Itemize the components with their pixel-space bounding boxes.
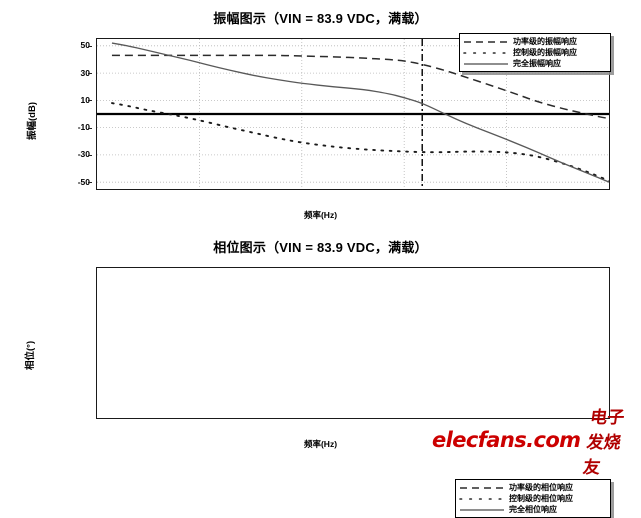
phase-legend: 功率级的相位响应 控制级的相位响应 完全相位响应 [455, 479, 611, 518]
series-line-dotted [111, 102, 609, 182]
legend-label: 控制级的振幅响应 [513, 47, 577, 57]
legend-item: 完全相位响应 [459, 504, 605, 515]
y-tick-label: 10 [80, 94, 90, 105]
phase-chart-title: 相位图示（VIN = 83.9 VDC，满载） [213, 240, 428, 255]
watermark-chinese: 电子发烧友 [582, 407, 627, 478]
amplitude-chart: 振幅图示（VIN = 83.9 VDC，满载） 振幅(dB) 50 30 10 -10… [0, 0, 641, 229]
solid-line-icon [459, 505, 505, 515]
y-tick-mark [88, 154, 92, 156]
plot-canvas [97, 39, 609, 189]
dashed-line-icon [463, 37, 509, 47]
amplitude-x-axis-label: 频率(Hz) [303, 210, 338, 220]
y-tick-label: -30 [77, 149, 90, 160]
y-tick-mark [88, 100, 92, 102]
y-tick-mark [88, 73, 92, 75]
dotted-line-icon [463, 48, 509, 58]
amplitude-legend: 功率级的振幅响应 控制级的振幅响应 完全振幅响应 [459, 33, 611, 72]
series-line-solid [111, 42, 609, 183]
legend-item: 控制级的振幅响应 [463, 47, 605, 58]
phase-plot-area [96, 267, 610, 419]
legend-label: 完全振幅响应 [513, 58, 561, 68]
amplitude-y-tick-labels: 50 30 10 -10 -30 -50 [46, 0, 92, 229]
site-watermark: elecfans.com 电子发烧友 [432, 408, 637, 478]
legend-label: 功率级的相位响应 [509, 482, 573, 492]
legend-item: 完全振幅响应 [463, 58, 605, 69]
phase-chart: 相位图示（VIN = 83.9 VDC，满载） 相位(°) 频率(Hz) 功率级… [0, 229, 641, 518]
y-tick-label: -50 [77, 176, 90, 187]
y-tick-label: -10 [77, 122, 90, 133]
phase-x-axis-label: 频率(Hz) [303, 439, 338, 449]
y-tick-mark [88, 127, 92, 129]
y-tick-mark [88, 182, 92, 184]
legend-item: 功率级的振幅响应 [463, 36, 605, 47]
y-tick-label: 30 [80, 67, 90, 78]
legend-label: 完全相位响应 [509, 504, 557, 514]
legend-item: 控制级的相位响应 [459, 493, 605, 504]
phase-x-tick-labels [0, 229, 641, 458]
legend-label: 功率级的振幅响应 [513, 36, 577, 46]
y-tick-mark [88, 45, 92, 47]
series-line-dashed [111, 54, 609, 120]
watermark-domain: elecfans.com [432, 428, 581, 452]
dotted-line-icon [459, 494, 505, 504]
legend-item: 功率级的相位响应 [459, 482, 605, 493]
legend-label: 控制级的相位响应 [509, 493, 573, 503]
solid-line-icon [463, 59, 509, 69]
y-tick-label: 50 [80, 40, 90, 51]
amplitude-chart-title: 振幅图示（VIN = 83.9 VDC，满载） [213, 11, 428, 26]
dashed-line-icon [459, 483, 505, 493]
